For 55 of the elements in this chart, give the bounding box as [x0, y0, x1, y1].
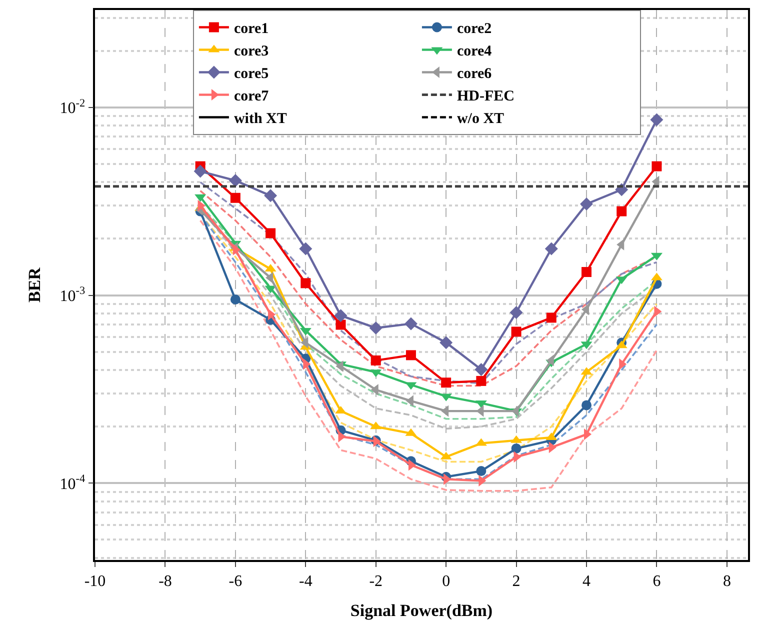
point — [370, 355, 381, 366]
point — [230, 294, 240, 304]
x-axis-title: Signal Power(dBm) — [350, 600, 493, 620]
point — [228, 174, 242, 188]
point — [406, 350, 416, 360]
point — [369, 321, 382, 334]
point — [230, 192, 240, 203]
y-tick-label: 10$^{-2}$ — [60, 97, 86, 118]
x-tick-label: -10 — [84, 572, 106, 590]
x-tick-label: 0 — [442, 572, 450, 590]
x-tick-label: -8 — [158, 572, 172, 590]
point — [300, 278, 311, 288]
point — [334, 309, 348, 322]
point — [511, 326, 522, 337]
legend-label: core5 — [234, 66, 269, 82]
legend-label: core2 — [456, 21, 492, 38]
legend-label: with XT — [234, 111, 287, 128]
x-tick-label: -6 — [228, 572, 242, 590]
legend-label: core3 — [234, 44, 269, 60]
x-tick-label: 2 — [512, 572, 520, 590]
point — [510, 306, 523, 319]
point — [652, 161, 662, 172]
point — [441, 378, 452, 388]
legend-label: core7 — [234, 88, 270, 105]
x-tick-label: 6 — [652, 572, 661, 590]
point — [264, 189, 278, 202]
x-tick-label: 4 — [582, 572, 591, 590]
y-tick-label: 10$^{-4}$ — [60, 473, 86, 493]
point — [511, 443, 522, 454]
point — [299, 242, 312, 256]
point — [474, 362, 488, 376]
legend-label: core6 — [456, 66, 492, 82]
legend-label: w/o XT — [456, 111, 504, 128]
y-tick-label: 10$^{-3}$ — [60, 285, 86, 305]
point — [476, 376, 486, 386]
x-tick-label: -2 — [369, 572, 383, 590]
point — [582, 267, 592, 278]
point — [582, 400, 592, 410]
legend-label: HD-FEC — [456, 88, 514, 105]
point — [580, 198, 594, 211]
point — [440, 336, 453, 350]
point — [266, 228, 276, 238]
point — [650, 113, 664, 126]
point — [404, 317, 418, 330]
legend-label: core4 — [456, 44, 492, 60]
legend-label: core1 — [234, 21, 269, 38]
point — [544, 242, 558, 256]
point — [476, 466, 486, 476]
point — [194, 164, 207, 178]
point — [616, 206, 627, 216]
y-axis-title: BER — [24, 266, 44, 302]
point — [336, 320, 346, 330]
point — [546, 312, 556, 323]
x-tick-label: -4 — [298, 572, 312, 590]
x-tick-label: 8 — [722, 572, 731, 590]
